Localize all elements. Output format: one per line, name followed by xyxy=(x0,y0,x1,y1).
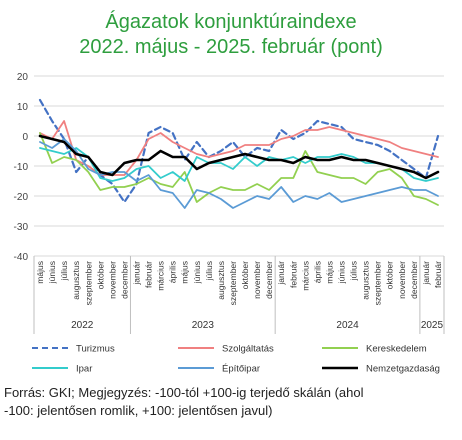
x-tick-label: június xyxy=(47,261,57,284)
y-tick-label: 20 xyxy=(17,72,29,83)
x-tick-label: február xyxy=(433,261,443,288)
x-tick-label: november xyxy=(252,261,262,299)
legend-label: Turizmus xyxy=(76,344,115,355)
x-tick-label: december xyxy=(264,261,274,299)
x-tick-label: május xyxy=(35,261,45,284)
series-line xyxy=(38,134,440,180)
x-tick-label: április xyxy=(312,261,322,283)
chart-title-line2: 2022. május - 2025. február (pont) xyxy=(79,36,383,58)
legend-label: Szolgáltatás xyxy=(222,344,274,355)
series-line xyxy=(39,120,439,176)
x-tick-label: január xyxy=(132,261,142,286)
x-tick-label: augusztus xyxy=(216,261,226,300)
x-tick-label: július xyxy=(59,261,69,281)
legend-label: Építőipar xyxy=(222,364,260,375)
x-tick-label: január xyxy=(276,261,286,286)
x-tick-label: február xyxy=(144,261,154,288)
x-tick-label: december xyxy=(119,261,129,299)
year-label: 2025 xyxy=(421,320,444,331)
x-tick-label: október xyxy=(385,261,395,290)
x-tick-label: augusztus xyxy=(71,261,81,300)
year-label: 2024 xyxy=(336,320,359,331)
year-label: 2022 xyxy=(71,320,94,331)
x-tick-label: november xyxy=(107,261,117,299)
year-label: 2023 xyxy=(192,320,215,331)
series-line xyxy=(38,98,440,204)
x-tick-label: március xyxy=(156,261,166,291)
x-tick-label: január xyxy=(421,261,431,286)
x-tick-label: február xyxy=(288,261,298,288)
x-tick-label: május xyxy=(180,261,190,284)
x-tick-label: szeptember xyxy=(228,261,238,306)
legend-label: Nemzetgazdaság xyxy=(366,364,440,375)
chart-title-line1: Ágazatok konjunktúraindexe xyxy=(105,11,357,33)
x-tick-label: december xyxy=(409,261,419,299)
y-tick-label: 10 xyxy=(17,102,29,113)
x-tick-label: augusztus xyxy=(361,261,371,300)
y-tick-label: -10 xyxy=(14,162,29,173)
series-line xyxy=(39,147,439,182)
x-tick-label: július xyxy=(349,261,359,281)
legend-label: Ipar xyxy=(76,364,92,375)
y-tick-label: -40 xyxy=(14,252,29,263)
x-tick-label: október xyxy=(240,261,250,290)
x-tick-label: június xyxy=(337,261,347,284)
footnote-line1: Forrás: GKI; Megjegyzés: -100-tól +100-i… xyxy=(4,385,364,400)
x-tick-label: június xyxy=(192,261,202,284)
x-tick-label: november xyxy=(397,261,407,299)
x-tick-label: szeptember xyxy=(373,261,383,306)
x-tick-label: szeptember xyxy=(83,261,93,306)
footnote-line2: -100: jelentősen romlik, +100: jelentőse… xyxy=(4,403,273,418)
x-tick-label: július xyxy=(204,261,214,281)
y-tick-label: -20 xyxy=(14,192,29,203)
y-tick-label: 0 xyxy=(22,132,28,143)
x-tick-label: október xyxy=(95,261,105,290)
source-footnote: Forrás: GKI; Megjegyzés: -100-tól +100-i… xyxy=(4,384,460,420)
x-tick-label: május xyxy=(324,261,334,284)
legend-label: Kereskedelem xyxy=(366,344,427,355)
y-tick-label: -30 xyxy=(14,222,29,233)
series-line xyxy=(39,132,439,206)
x-tick-label: április xyxy=(168,261,178,283)
x-tick-label: március xyxy=(300,261,310,291)
